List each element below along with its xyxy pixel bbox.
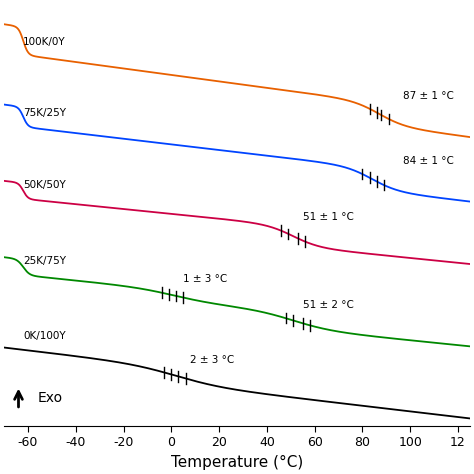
Text: 51 ± 1 °C: 51 ± 1 °C xyxy=(303,212,354,222)
Text: 84 ± 1 °C: 84 ± 1 °C xyxy=(403,155,454,165)
Text: 2 ± 3 °C: 2 ± 3 °C xyxy=(191,355,235,365)
Text: 50K/50Y: 50K/50Y xyxy=(23,180,66,190)
Text: 100K/0Y: 100K/0Y xyxy=(23,37,66,47)
Text: 0K/100Y: 0K/100Y xyxy=(23,331,66,341)
X-axis label: Temperature (°C): Temperature (°C) xyxy=(171,455,303,470)
Text: 87 ± 1 °C: 87 ± 1 °C xyxy=(403,91,454,100)
Text: Exo: Exo xyxy=(37,391,63,405)
Text: 75K/25Y: 75K/25Y xyxy=(23,108,66,118)
Text: 1 ± 3 °C: 1 ± 3 °C xyxy=(183,274,228,284)
Text: 51 ± 2 °C: 51 ± 2 °C xyxy=(303,300,354,310)
Text: 25K/75Y: 25K/75Y xyxy=(23,256,66,266)
